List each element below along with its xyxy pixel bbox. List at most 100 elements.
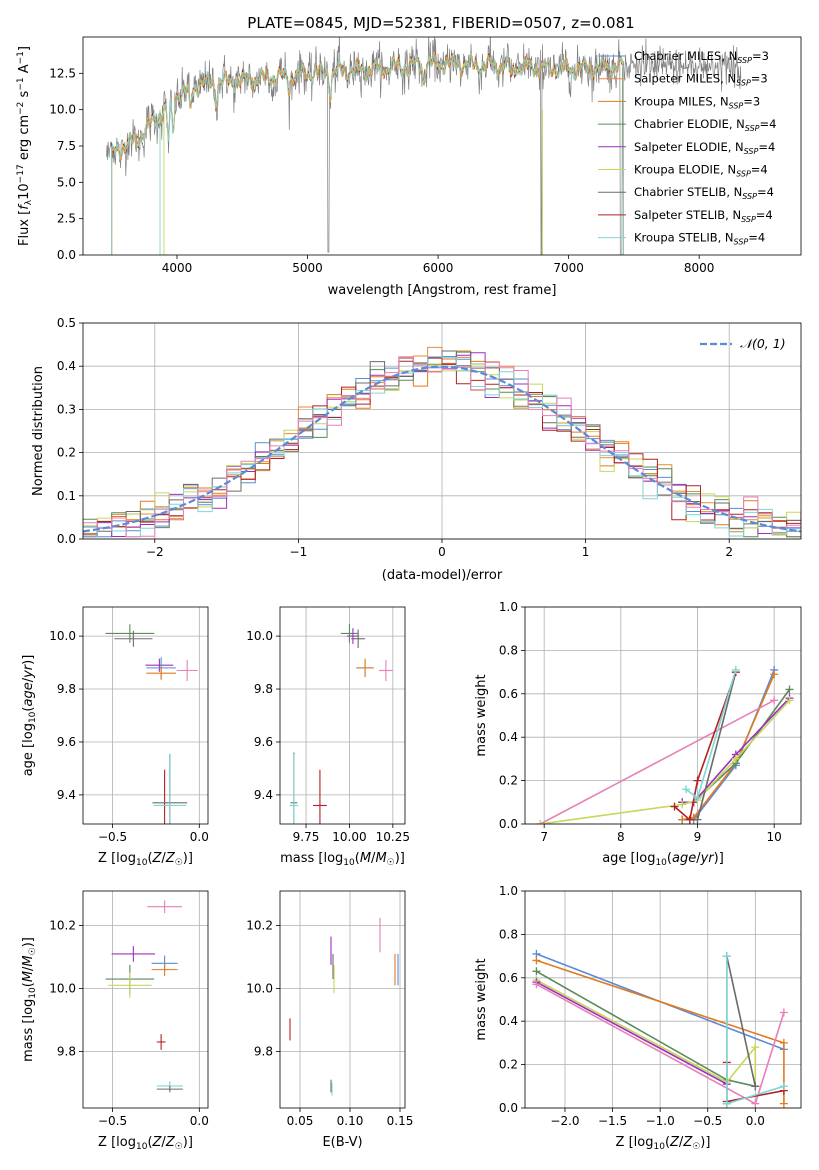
y-tick-label: 9.8 xyxy=(254,682,273,696)
x-tick-label: 6000 xyxy=(423,261,454,275)
x-tick-label: −1.0 xyxy=(646,1114,675,1128)
x-tick-label: −2.0 xyxy=(550,1114,579,1128)
x-tick-label: −1.5 xyxy=(598,1114,627,1128)
y-axis-label: Normed distribution xyxy=(31,366,46,496)
legend-label: Kroupa ELODIE, NSSP=4 xyxy=(634,163,768,179)
x-tick-label: 0.05 xyxy=(287,1114,314,1128)
series-marker xyxy=(785,696,794,705)
age_vs_mass-axes: 9.75 10.00 10.25 9.4 9.6 9.8 10.0 mass [log10(M… xyxy=(246,606,410,868)
series-marker xyxy=(722,952,731,961)
legend-label: Salpeter MILES, NSSP=3 xyxy=(634,72,768,88)
series-marker xyxy=(779,1082,788,1091)
series-marker xyxy=(532,980,541,989)
x-tick-label: −1 xyxy=(290,545,308,559)
y-axis-label: Flux [fλ10−17 erg cm−2 s−1 A−1] xyxy=(16,46,34,246)
series-line xyxy=(536,970,756,1088)
y-tick-label: 7.5 xyxy=(57,139,76,153)
x-tick-label: 9 xyxy=(694,830,702,844)
series-line xyxy=(536,981,728,1085)
y-tick-label: 0.2 xyxy=(57,446,76,460)
x-axis-label: (data-model)/error xyxy=(382,568,503,583)
y-tick-label: 10.0 xyxy=(49,981,76,995)
y-tick-label: 0.5 xyxy=(57,316,76,330)
y-axis-label: age [log10(age/yr)] xyxy=(21,655,38,777)
x-tick-label: 7 xyxy=(540,830,548,844)
axes-frame xyxy=(82,322,802,540)
y-tick-label: 0.4 xyxy=(499,1014,518,1028)
series-marker xyxy=(693,776,702,785)
x-tick-label: 0.0 xyxy=(190,830,209,844)
series-marker xyxy=(770,696,779,705)
x-tick-label: 10 xyxy=(767,830,782,844)
series-line xyxy=(539,699,775,824)
y-tick-label: 0.2 xyxy=(499,774,518,788)
series-line xyxy=(682,697,791,804)
y-tick-label: 0.3 xyxy=(57,402,76,416)
x-tick-label: −0.5 xyxy=(98,830,127,844)
series-marker xyxy=(785,685,794,694)
y-tick-label: 10.2 xyxy=(246,919,273,933)
series-marker xyxy=(731,665,740,674)
series-marker xyxy=(678,800,687,809)
series-marker xyxy=(693,815,702,824)
y-tick-label: 9.8 xyxy=(254,1044,273,1058)
x-tick-label: 2 xyxy=(725,545,733,559)
mass_vs_Z-axes: −0.5 0.0 9.8 10.0 10.2 Z [log10(Z/Z☉)] mass [l… xyxy=(21,890,209,1152)
series-line xyxy=(536,979,757,1087)
series-marker xyxy=(532,967,541,976)
y-tick-label: 0.0 xyxy=(499,1101,518,1115)
x-tick-label: 0.10 xyxy=(337,1114,364,1128)
x-axis-label: age [log10(age/yr)] xyxy=(602,851,724,868)
mass_vs_EBV-axes: 0.05 0.10 0.15 9.8 10.0 10.2 E(B-V) xyxy=(246,890,413,1150)
y-tick-label: 1.0 xyxy=(499,600,518,614)
normal-curve-line xyxy=(83,365,801,533)
x-tick-label: −2 xyxy=(146,545,164,559)
age_vs_Z-axes: −0.5 0.0 9.4 9.6 9.8 10.0 Z [log10(Z/Z☉)] age [… xyxy=(21,606,209,868)
y-tick-label: 9.6 xyxy=(254,735,273,749)
x-tick-label: −0.5 xyxy=(693,1114,722,1128)
series-marker xyxy=(670,802,679,811)
x-tick-label: 8 xyxy=(617,830,625,844)
y-tick-label: 10.0 xyxy=(49,629,76,643)
axes-frame xyxy=(82,890,209,1109)
series-marker xyxy=(722,1099,731,1108)
y-tick-label: 9.8 xyxy=(57,1044,76,1058)
histogram-step-line xyxy=(83,356,801,538)
x-tick-label: 5000 xyxy=(292,261,323,275)
y-tick-label: 12.5 xyxy=(49,66,76,80)
x-axis-label: Z [log10(Z/Z☉)] xyxy=(98,851,193,868)
series-marker xyxy=(532,956,541,965)
y-tick-label: 10.2 xyxy=(49,919,76,933)
series-marker xyxy=(779,1008,788,1017)
y-tick-label: 9.4 xyxy=(57,788,76,802)
axes-frame xyxy=(524,890,802,1109)
legend-label: Chabrier STELIB, NSSP=4 xyxy=(634,185,774,201)
x-tick-label: 7000 xyxy=(553,261,584,275)
legend-label: Chabrier MILES, NSSP=3 xyxy=(634,49,769,65)
series-marker xyxy=(693,793,702,802)
y-axis-label: mass weight xyxy=(474,674,489,756)
y-tick-label: 10.0 xyxy=(246,629,273,643)
y-tick-label: 2.5 xyxy=(57,212,76,226)
y-axis-label: mass [log10(M/M☉)] xyxy=(21,937,38,1062)
y-tick-label: 0.8 xyxy=(499,643,518,657)
series-marker xyxy=(751,1099,760,1108)
y-tick-label: 0.6 xyxy=(499,687,518,701)
y-tick-label: 1.0 xyxy=(499,884,518,898)
x-tick-label: 10.00 xyxy=(332,830,366,844)
y-tick-label: 0.4 xyxy=(499,730,518,744)
axes-frame xyxy=(279,890,406,1109)
legend-label: Kroupa MILES, NSSP=3 xyxy=(634,94,760,110)
x-tick-label: −0.5 xyxy=(98,1114,127,1128)
y-tick-label: 9.4 xyxy=(254,788,273,802)
x-tick-label: 8000 xyxy=(684,261,715,275)
figure-title: PLATE=0845, MJD=52381, FIBERID=0507, z=0… xyxy=(247,14,634,32)
x-axis-label: E(B-V) xyxy=(322,1135,362,1150)
x-tick-label: 0 xyxy=(438,545,446,559)
axes-frame xyxy=(279,606,406,825)
series-line xyxy=(540,699,791,824)
axes-frame xyxy=(524,606,802,825)
residuals-axes: −2 −1 0 1 2 0.0 0.1 0.2 0.3 0.4 0.5 (data-model)/er… xyxy=(31,316,802,583)
x-tick-label: 1 xyxy=(582,545,590,559)
